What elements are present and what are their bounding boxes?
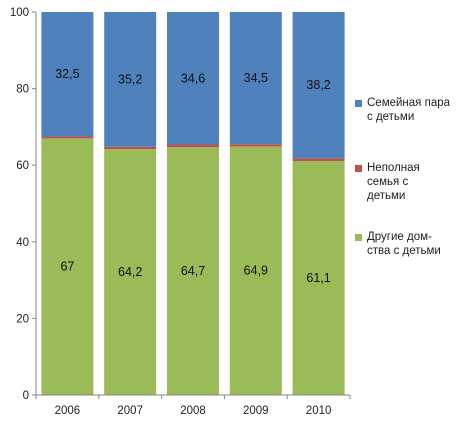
y-tick-label-100: 100 bbox=[10, 7, 29, 19]
y-tick-label-20: 20 bbox=[16, 313, 29, 325]
legend-label-family-couple: Семейная пара с детьми bbox=[367, 97, 451, 123]
legend-swatch-single-parent bbox=[355, 165, 362, 172]
legend-swatch-family-couple bbox=[355, 100, 362, 107]
data-label-2007-series-0: 64,2 bbox=[118, 265, 142, 279]
bar-2008-series-1 bbox=[167, 144, 219, 148]
bar-2008-series-0 bbox=[167, 147, 219, 395]
bar-2006-series-2 bbox=[41, 12, 94, 137]
bar-2006-series-0 bbox=[41, 138, 94, 395]
legend-label-other-households: Другие дом- ства с детьми bbox=[367, 231, 441, 257]
y-tick-label-60: 60 bbox=[16, 160, 29, 172]
data-label-2007-series-2: 35,2 bbox=[118, 72, 142, 86]
bar-2007-series-0 bbox=[104, 149, 157, 395]
y-tick-label-40: 40 bbox=[16, 237, 29, 249]
bar-2009-series-1 bbox=[229, 144, 282, 147]
bar-2009-series-2 bbox=[229, 12, 282, 145]
data-label-2008-series-2: 34,6 bbox=[181, 71, 205, 85]
x-tick-label-2010: 2010 bbox=[306, 405, 332, 417]
bar-2007-series-1 bbox=[104, 146, 157, 150]
data-label-2008-series-0: 64,7 bbox=[181, 264, 205, 278]
y-tick-label-80: 80 bbox=[16, 84, 29, 96]
legend-item-family-couple: Семейная пара с детьми bbox=[355, 96, 458, 124]
bar-2010-series-1 bbox=[292, 158, 345, 161]
bar-2009-series-0 bbox=[229, 146, 282, 395]
data-label-2010-series-0: 61,1 bbox=[306, 271, 330, 285]
bar-2010-series-2 bbox=[292, 12, 345, 159]
data-label-2009-series-0: 64,9 bbox=[244, 264, 268, 278]
bar-2008-series-2 bbox=[167, 12, 219, 145]
legend-item-other-households: Другие дом- ства с детьми bbox=[355, 230, 458, 258]
bar-2010-series-0 bbox=[292, 160, 345, 395]
legend: Семейная пара с детьми Неполная семья с … bbox=[355, 96, 458, 258]
legend-label-single-parent: Неполная семья с детьми bbox=[367, 162, 420, 202]
data-label-2010-series-2: 38,2 bbox=[306, 78, 330, 92]
data-label-2006-series-0: 67 bbox=[60, 260, 74, 274]
data-label-2006-series-2: 32,5 bbox=[55, 67, 79, 81]
x-tick-label-2008: 2008 bbox=[180, 405, 206, 417]
x-tick-label-2006: 2006 bbox=[55, 405, 81, 417]
legend-item-single-parent: Неполная семья с детьми bbox=[355, 161, 458, 203]
y-tick-label-0: 0 bbox=[23, 390, 29, 402]
bar-2006-series-1 bbox=[41, 136, 94, 139]
bar-2007-series-2 bbox=[104, 12, 157, 147]
legend-swatch-other-households bbox=[355, 234, 362, 241]
x-tick-label-2007: 2007 bbox=[117, 405, 143, 417]
data-label-2009-series-2: 34,5 bbox=[244, 71, 268, 85]
x-tick-label-2009: 2009 bbox=[243, 405, 269, 417]
